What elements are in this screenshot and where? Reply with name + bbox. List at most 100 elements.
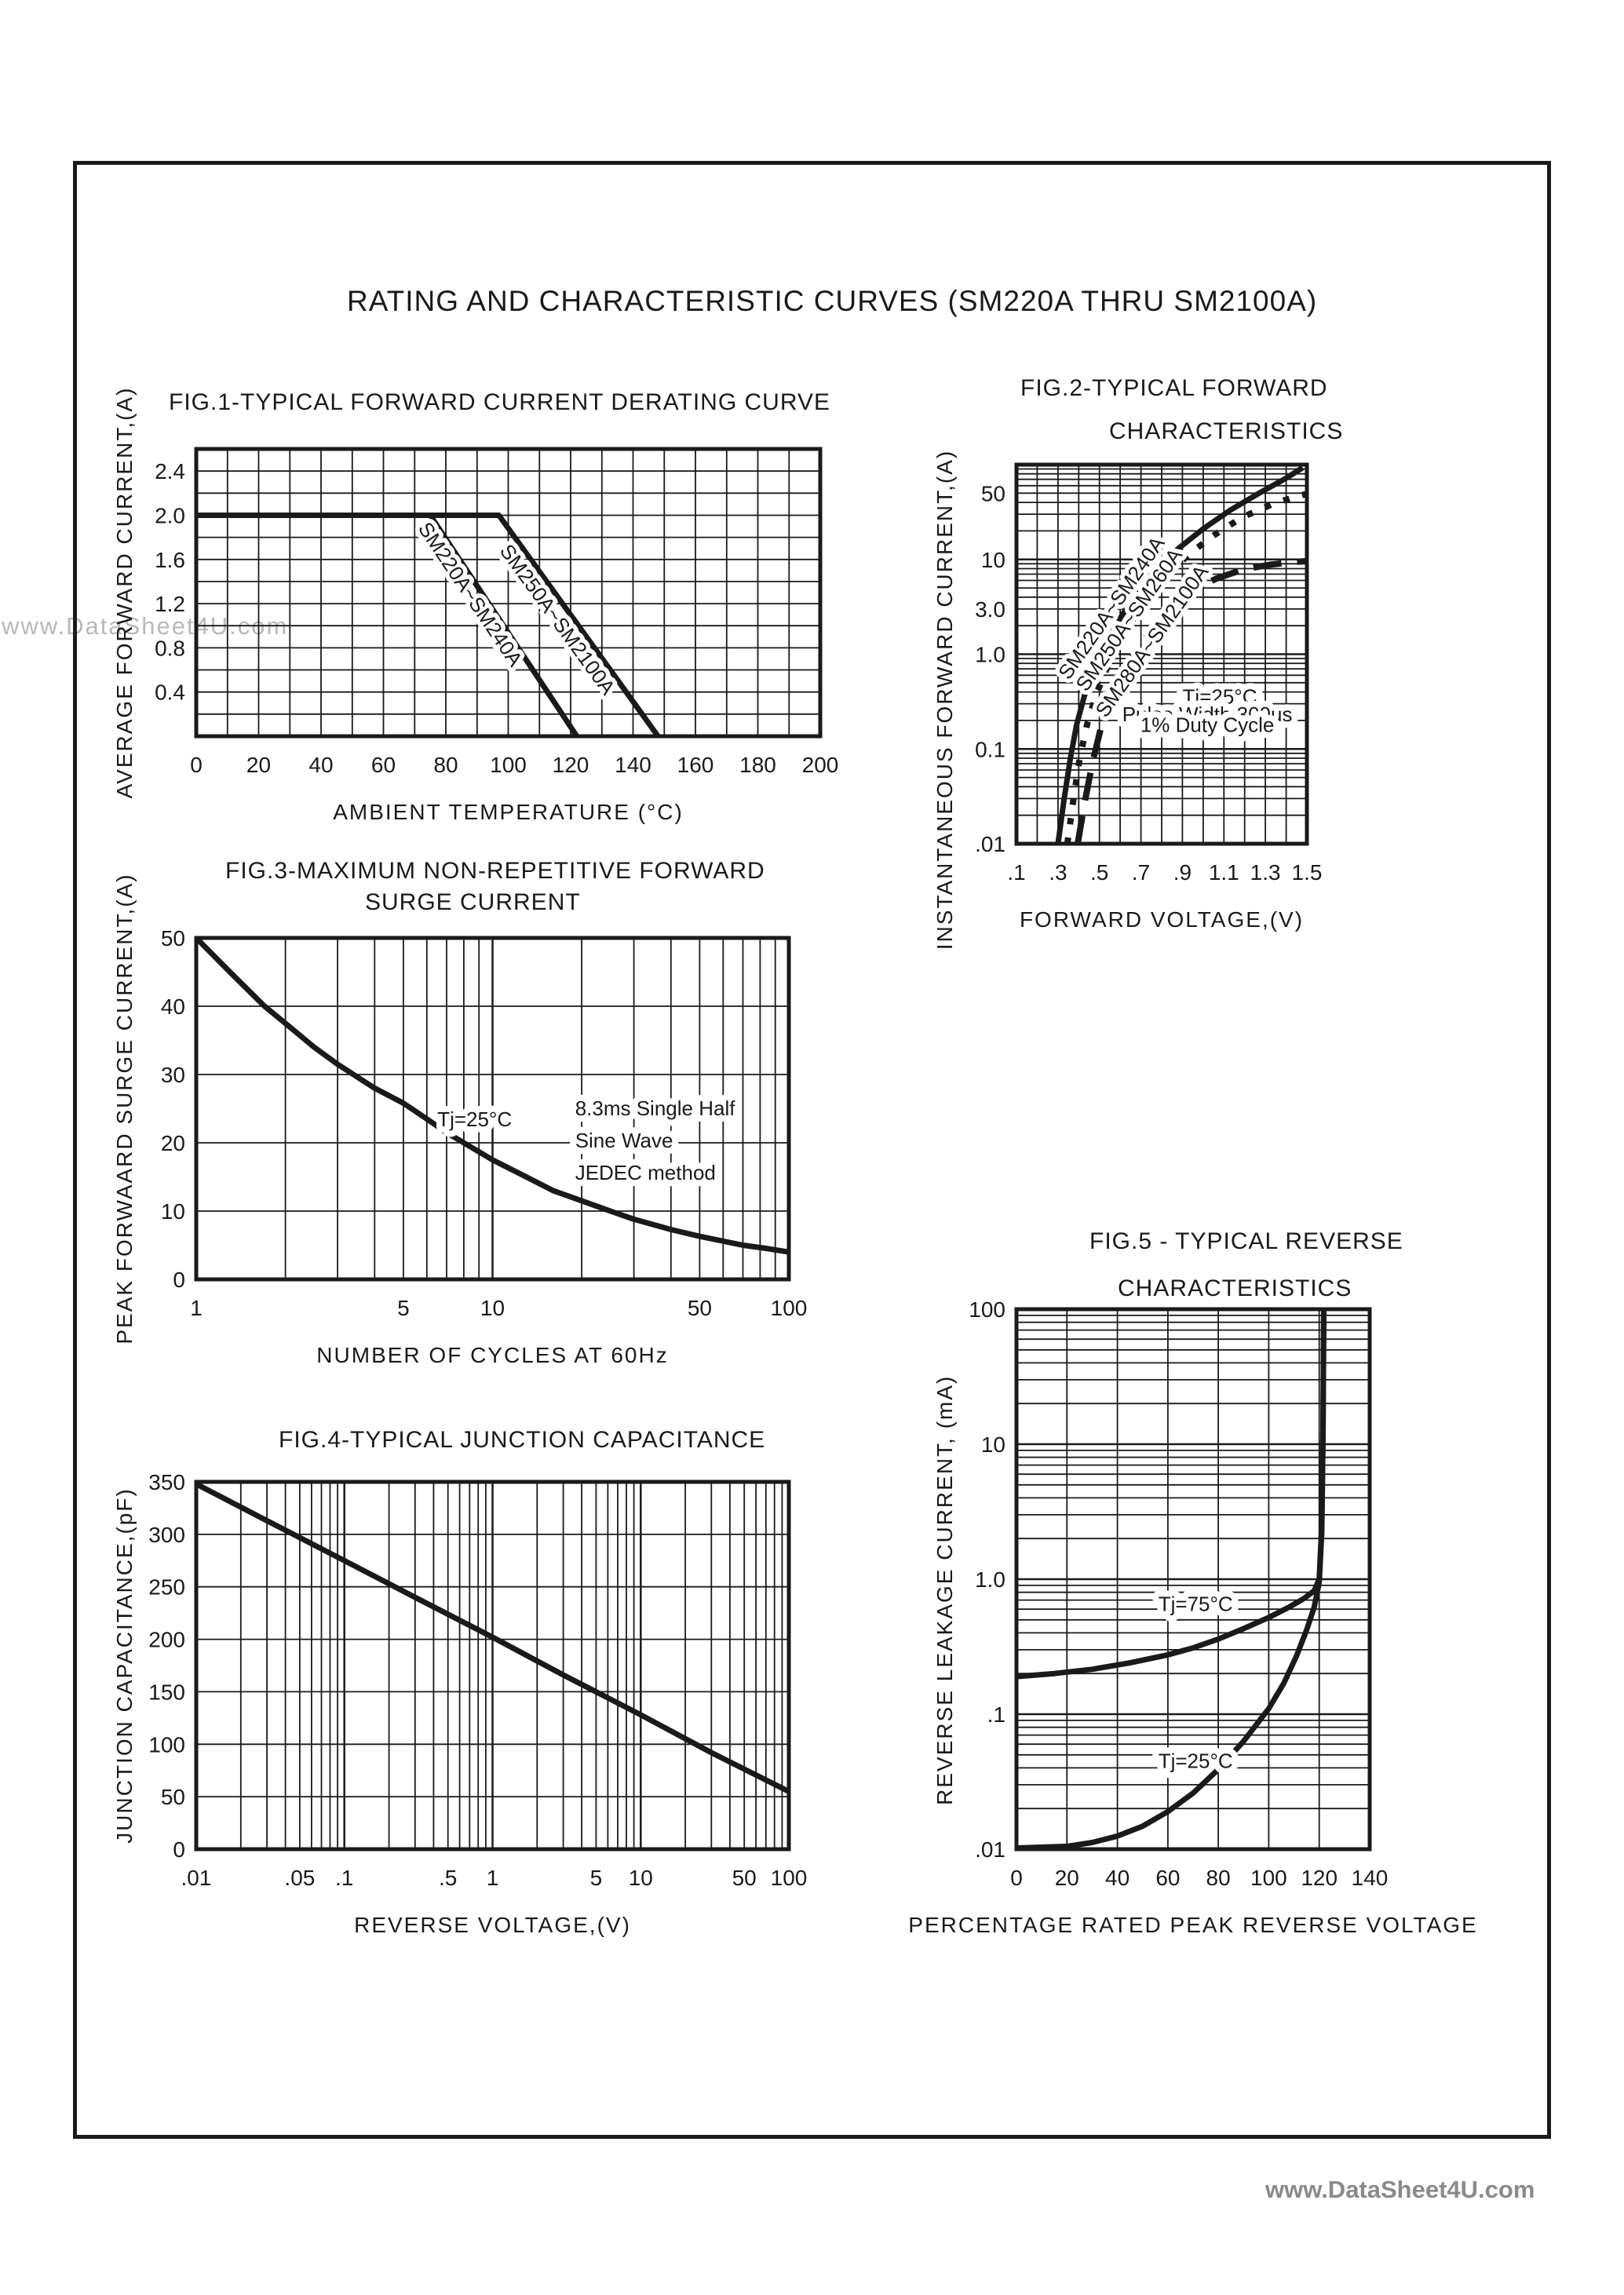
fig4-y-tick: 0 — [173, 1837, 185, 1862]
fig2-plot-svg: SM220A~SM240ASM250A~SM260ASM280A~SM2100A… — [932, 450, 1323, 950]
fig4-y-tick: 350 — [148, 1470, 185, 1494]
fig5-y-tick: 1.0 — [975, 1567, 1005, 1592]
fig2-x-tick: .9 — [1173, 860, 1192, 885]
fig1-x-tick: 180 — [739, 753, 776, 777]
fig2-x-tick: 1.5 — [1292, 860, 1323, 885]
fig1-x-tick: 200 — [802, 753, 839, 777]
fig5-title-line1: FIG.5 - TYPICAL REVERSE — [1089, 1228, 1403, 1254]
fig1-y-axis-label: AVERAGE FORWARD CURRENT,(A) — [112, 387, 137, 799]
fig5-y-tick: .01 — [975, 1837, 1005, 1862]
fig3-y-tick: 40 — [161, 994, 185, 1019]
fig3-x-tick: 1 — [190, 1296, 203, 1320]
fig5-plot-svg: Tj=75°C Tj=25°C 0 20 40 60 80 100 120 140 100 10 1.0… — [908, 1297, 1476, 1937]
fig3-plot-svg: Tj=25°C 8.3ms Single Half Sine Wave JEDEC m… — [112, 873, 808, 1367]
fig5-curve-Tj=25C — [1016, 1308, 1327, 1851]
fig5-x-tick: 80 — [1206, 1866, 1231, 1890]
fig5-x-tick: 0 — [1010, 1866, 1023, 1890]
fig4-x-tick: 5 — [590, 1866, 603, 1890]
fig5-x-tick: 40 — [1105, 1866, 1130, 1890]
fig4-plot-svg: .01 .05 .1 .5 1 5 10 50 100 0 50 100 150 200 250 300 350… — [112, 1470, 808, 1937]
fig2-curve-SM250A~SM260A — [1064, 491, 1308, 845]
fig5-x-tick: 140 — [1352, 1866, 1389, 1890]
fig4-title: FIG.4-TYPICAL JUNCTION CAPACITANCE — [279, 1427, 766, 1453]
fig4-x-tick: .05 — [284, 1866, 315, 1890]
fig5-y-tick: 10 — [981, 1432, 1005, 1457]
fig2-y-tick: 0.1 — [975, 737, 1005, 761]
fig1-x-axis-label: AMBIENT TEMPERATURE (°C) — [333, 800, 684, 824]
fig3-y-tick: 10 — [161, 1199, 185, 1224]
fig5-x-tick: 100 — [1250, 1866, 1287, 1890]
fig3-title-line1: FIG.3-MAXIMUM NON-REPETITIVE FORWARD — [225, 858, 765, 884]
fig5-x-tick: 60 — [1155, 1866, 1180, 1890]
fig4-x-tick: 10 — [629, 1866, 653, 1890]
fig1-y-tick: 2.4 — [155, 459, 185, 483]
fig1-x-tick: 0 — [190, 753, 203, 777]
fig2-y-tick: .01 — [975, 832, 1005, 856]
fig5-x-tick: 120 — [1301, 1866, 1338, 1890]
page-title: RATING AND CHARACTERISTIC CURVES (SM220A… — [347, 285, 1318, 317]
fig2-chart: SM220A~SM240A SM250A~SM260A SM280A~SM2100A… — [926, 443, 1338, 950]
fig1-x-tick: 160 — [677, 753, 714, 777]
fig2-x-tick: .1 — [1007, 860, 1025, 885]
fig4-y-tick: 300 — [148, 1523, 185, 1547]
fig3-annotation: JEDEC method — [575, 1161, 716, 1184]
fig1-y-tick: 0.4 — [155, 680, 185, 705]
fig1-x-tick: 60 — [371, 753, 396, 777]
fig2-title-line2: CHARACTERISTICS — [1109, 418, 1344, 444]
fig3-y-tick: 30 — [161, 1063, 185, 1087]
fig4-y-tick: 150 — [148, 1680, 185, 1704]
fig2-curve-SM280A~SM2100A — [1075, 557, 1308, 845]
fig1-y-tick: 1.2 — [155, 592, 185, 616]
fig2-title-line1: FIG.2-TYPICAL FORWARD — [1020, 375, 1328, 401]
fig3-title-line2: SURGE CURRENT — [365, 889, 581, 915]
fig4-x-tick: .1 — [335, 1866, 353, 1890]
fig2-x-tick: 1.1 — [1209, 860, 1239, 885]
fig1-x-tick: 120 — [553, 753, 589, 777]
fig2-y-tick: 1.0 — [975, 643, 1005, 667]
fig4-y-tick: 50 — [161, 1785, 185, 1809]
fig1-y-tick: 2.0 — [155, 504, 185, 528]
fig4-x-tick: 100 — [771, 1866, 808, 1890]
fig3-chart: Tj=25°C 8.3ms Single Half Sine Wave JEDEC m… — [102, 873, 820, 1381]
fig1-chart: SM220A~SM240A SM250A~SM2100A 0 20 40 60 80 100 1… — [102, 387, 852, 838]
fig4-x-tick: 50 — [732, 1866, 757, 1890]
fig2-y-axis-label: INSTANTANEOUS FORWARD CURRENT,(A) — [932, 450, 957, 950]
fig2-x-tick: .3 — [1049, 860, 1067, 885]
fig5-annotation: Tj=75°C — [1159, 1593, 1233, 1616]
fig4-chart: .01 .05 .1 .5 1 5 10 50 100 0 50 100 150 200 250 300 350… — [102, 1461, 820, 1951]
fig4-x-tick: 1 — [487, 1866, 499, 1890]
fig4-y-tick: 200 — [148, 1628, 185, 1652]
fig5-y-axis-label: REVERSE LEAKAGE CURRENT, (mA) — [932, 1375, 957, 1805]
fig5-chart: Tj=75°C Tj=25°C 0 20 40 60 80 100 120 140 100 10 1.0… — [908, 1288, 1476, 1951]
fig5-y-tick: .1 — [987, 1702, 1005, 1727]
fig3-x-tick: 50 — [688, 1296, 712, 1320]
fig4-y-tick: 250 — [148, 1575, 185, 1600]
footer-watermark: www.DataSheet4U.com — [1265, 2176, 1535, 2203]
fig2-x-axis-label: FORWARD VOLTAGE,(V) — [1020, 907, 1304, 932]
fig2-x-tick: .7 — [1132, 860, 1150, 885]
fig5-x-tick: 20 — [1055, 1866, 1079, 1890]
fig4-x-tick: .5 — [439, 1866, 457, 1890]
fig1-x-tick: 80 — [433, 753, 458, 777]
fig3-y-tick: 0 — [173, 1268, 185, 1292]
fig4-x-axis-label: REVERSE VOLTAGE,(V) — [354, 1913, 631, 1937]
fig2-y-tick: 50 — [981, 481, 1005, 505]
fig1-y-tick: 0.8 — [155, 636, 185, 660]
fig3-x-tick: 5 — [397, 1296, 410, 1320]
fig3-y-tick: 20 — [161, 1131, 185, 1155]
fig5-curve-Tj=75C — [1016, 1308, 1327, 1680]
fig1-x-tick: 40 — [308, 753, 333, 777]
fig3-annotation: 8.3ms Single Half — [575, 1096, 736, 1120]
fig1-x-tick: 100 — [490, 753, 527, 777]
fig1-x-tick: 20 — [246, 753, 271, 777]
fig3-x-axis-label: NUMBER OF CYCLES AT 60Hz — [316, 1343, 668, 1367]
fig1-title: FIG.1-TYPICAL FORWARD CURRENT DERATING C… — [169, 389, 830, 415]
fig3-x-tick: 100 — [771, 1296, 808, 1320]
fig5-y-tick: 100 — [969, 1297, 1005, 1322]
fig1-x-tick: 140 — [615, 753, 651, 777]
fig1-y-tick: 1.6 — [155, 548, 185, 572]
fig5-x-axis-label: PERCENTAGE RATED PEAK REVERSE VOLTAGE — [908, 1913, 1477, 1937]
fig5-title-line2: CHARACTERISTICS — [1118, 1275, 1352, 1301]
